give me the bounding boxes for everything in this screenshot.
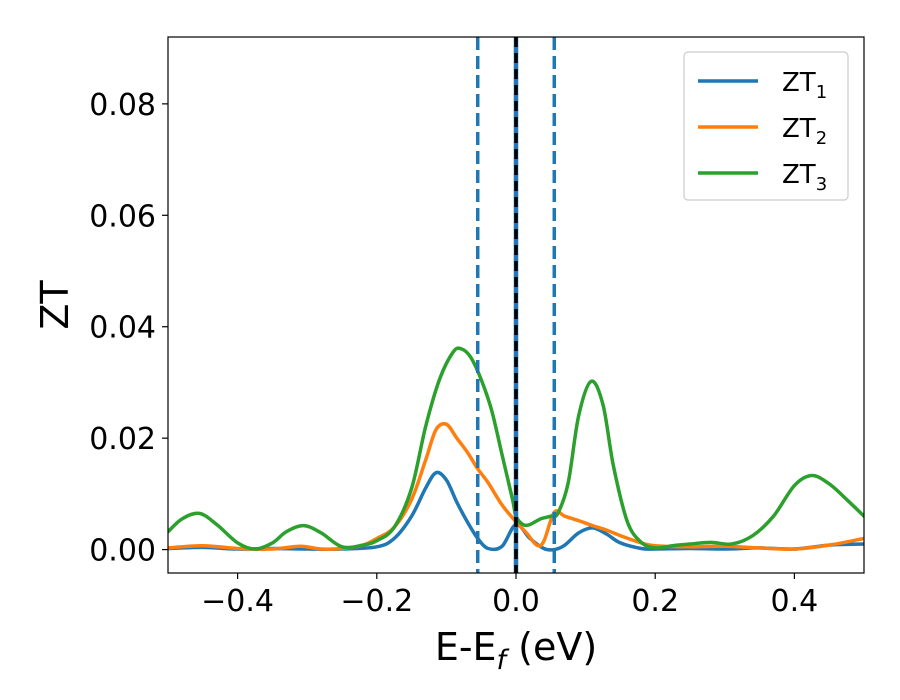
y-tick-label: 0.02 [89,422,156,457]
x-axis-title: E-Ef (eV) [435,625,597,676]
y-axis-ticks: 0.00 0.02 0.04 0.06 0.08 [89,88,168,569]
y-axis-title: ZT [33,280,77,330]
vline-layer [475,37,557,573]
legend-label-zt1: ZT1 [782,68,827,103]
legend-label-zt3: ZT3 [782,160,827,195]
x-tick-label: −0.4 [201,584,274,619]
legend-box [683,51,849,201]
y-tick-label: 0.08 [89,88,156,123]
x-tick-label: −0.2 [340,584,413,619]
x-tick-label: 0.2 [631,584,679,619]
legend: ZT1 ZT2 ZT3 [683,51,849,201]
x-tick-label: 0.4 [771,584,819,619]
y-tick-label: 0.04 [89,311,156,346]
y-tick-label: 0.06 [89,199,156,234]
series-line-zt1 [168,470,864,552]
legend-label-zt2: ZT2 [782,114,827,149]
x-axis-ticks: −0.4 −0.2 0.0 0.2 0.4 [201,573,818,619]
legend-items: ZT1 ZT2 ZT3 [698,68,827,195]
y-tick-label: 0.00 [89,534,156,569]
x-tick-label: 0.0 [492,584,540,619]
